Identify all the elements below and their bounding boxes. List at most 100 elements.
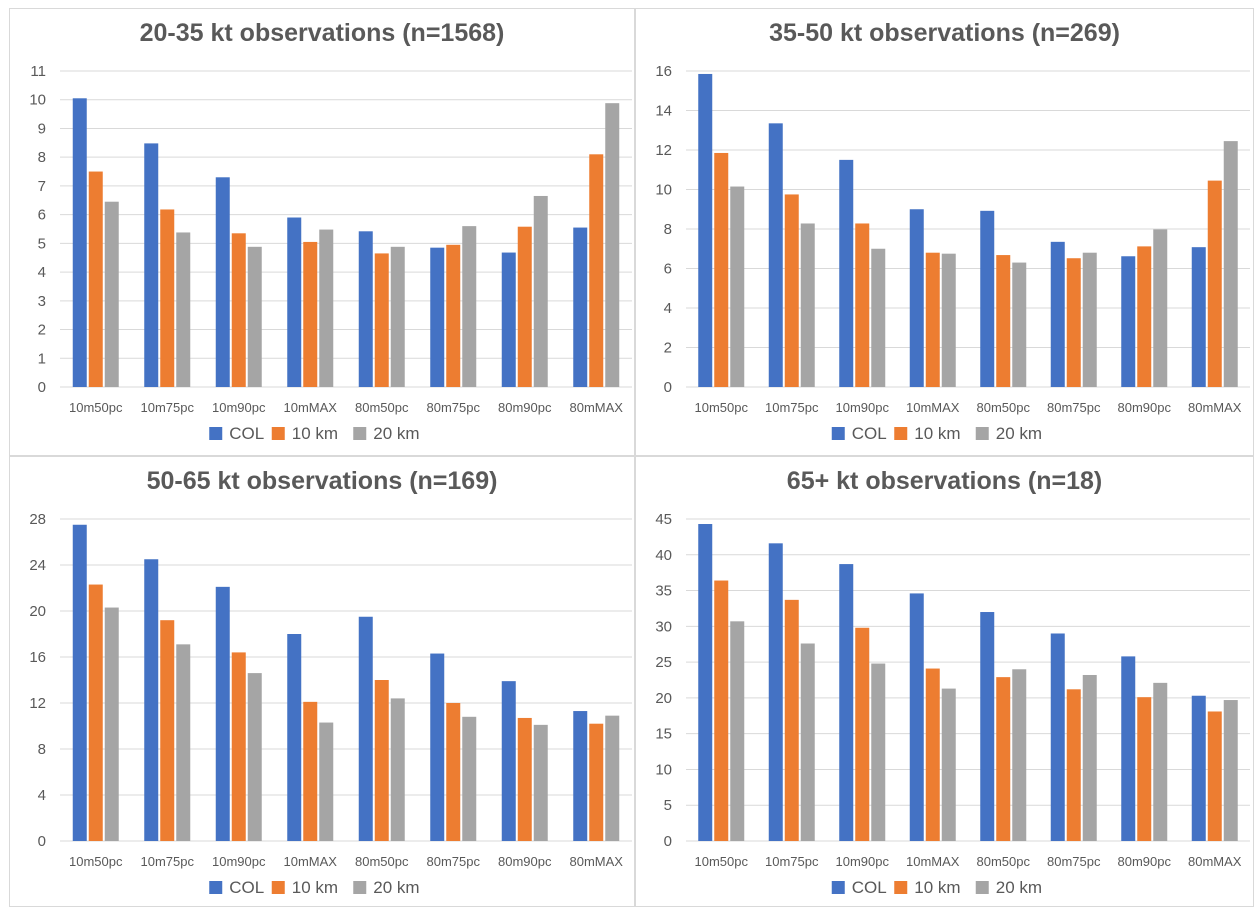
legend-label-10-km: 10 km bbox=[914, 878, 960, 897]
bar-col-80m75pc bbox=[1050, 633, 1065, 841]
bar-20-km-10m75pc bbox=[800, 643, 815, 841]
bar-10-km-10mmax bbox=[303, 701, 318, 841]
bar-10-km-80m90pc bbox=[1137, 246, 1152, 387]
y-tick-label: 5 bbox=[664, 797, 672, 814]
bar-col-80m90pc bbox=[501, 252, 516, 387]
bar-col-10m50pc bbox=[72, 98, 87, 388]
y-tick-label: 0 bbox=[664, 379, 672, 396]
y-tick-label: 45 bbox=[655, 511, 672, 528]
legend-swatch-col bbox=[831, 881, 845, 894]
bar-10-km-10m50pc bbox=[714, 152, 729, 387]
bar-col-80mmax bbox=[1191, 247, 1206, 387]
bar-20-km-10m75pc bbox=[176, 232, 191, 387]
legend-label-20-km: 20 km bbox=[373, 424, 419, 443]
y-tick-label: 16 bbox=[655, 63, 672, 80]
bar-10-km-80m75pc bbox=[1066, 258, 1081, 387]
x-category-label: 10mMAX bbox=[284, 854, 338, 869]
legend-label-10-km: 10 km bbox=[292, 878, 338, 897]
y-tick-label: 10 bbox=[655, 761, 672, 778]
chart-panel-50-65kt: 50-65 kt observations (n=169) 0 4 8 12 16 20 24… bbox=[9, 456, 635, 907]
legend-swatch-10-km bbox=[271, 881, 285, 894]
bar-col-10m90pc bbox=[839, 159, 854, 387]
y-tick-label: 0 bbox=[664, 833, 672, 850]
bar-10-km-10m90pc bbox=[231, 233, 246, 387]
x-category-label: 80m90pc bbox=[1118, 854, 1172, 869]
x-category-label: 80m50pc bbox=[355, 400, 409, 415]
bar-col-10m90pc bbox=[215, 586, 230, 841]
x-category-label: 80m50pc bbox=[355, 854, 409, 869]
y-tick-label: 30 bbox=[655, 618, 672, 635]
x-category-label: 80m90pc bbox=[498, 854, 552, 869]
x-category-label: 80mMAX bbox=[1188, 400, 1242, 415]
bar-10-km-80m90pc bbox=[1137, 697, 1152, 841]
y-tick-label: 4 bbox=[38, 787, 46, 804]
bar-10-km-10mmax bbox=[925, 668, 940, 841]
bar-10-km-80m75pc bbox=[1066, 689, 1081, 841]
chart-svg: 35-50 kt observations (n=269) 0 2 4 6 8 10 12 14… bbox=[655, 19, 1250, 443]
y-tick-label: 11 bbox=[30, 63, 46, 80]
x-category-label: 80m75pc bbox=[1047, 854, 1101, 869]
y-tick-label: 35 bbox=[655, 583, 672, 600]
y-tick-label: 5 bbox=[38, 235, 46, 252]
bar-10-km-10m75pc bbox=[784, 599, 799, 841]
bar-10-km-10m90pc bbox=[855, 223, 870, 387]
bar-col-10m50pc bbox=[698, 524, 713, 841]
y-tick-label: 6 bbox=[38, 207, 46, 224]
bar-10-km-80mmax bbox=[589, 723, 604, 841]
x-category-label: 10m90pc bbox=[212, 400, 266, 415]
x-category-label: 10m75pc bbox=[141, 854, 195, 869]
bar-20-km-80m75pc bbox=[1082, 674, 1097, 841]
bar-10-km-10mmax bbox=[303, 241, 318, 387]
chart-title: 35-50 kt observations (n=269) bbox=[769, 19, 1120, 47]
x-category-label: 10m75pc bbox=[765, 400, 819, 415]
bar-10-km-10m75pc bbox=[160, 209, 175, 387]
bar-20-km-10m90pc bbox=[247, 673, 262, 841]
bar-20-km-10m50pc bbox=[104, 201, 119, 387]
y-tick-label: 9 bbox=[38, 120, 46, 137]
legend-swatch-20-km bbox=[975, 427, 989, 440]
bar-20-km-10m75pc bbox=[176, 644, 191, 841]
bar-10-km-10m50pc bbox=[714, 580, 729, 841]
y-tick-label: 7 bbox=[38, 178, 46, 195]
x-category-label: 80mMAX bbox=[570, 854, 624, 869]
bar-20-km-10mmax bbox=[941, 253, 956, 387]
bar-20-km-10m90pc bbox=[871, 248, 886, 387]
chart-panel-35-50kt: 35-50 kt observations (n=269) 0 2 4 6 8 10 12 14… bbox=[635, 8, 1254, 456]
y-tick-label: 14 bbox=[655, 103, 672, 120]
bar-20-km-10m90pc bbox=[871, 663, 886, 841]
y-tick-label: 1 bbox=[38, 350, 46, 367]
legend-label-20-km: 20 km bbox=[373, 878, 419, 897]
bar-col-10m75pc bbox=[768, 543, 783, 841]
chart-title: 20-35 kt observations (n=1568) bbox=[140, 19, 505, 47]
chart-panel-20-35kt: 20-35 kt observations (n=1568) 0 1 2 3 4 5 6 7 8 9… bbox=[9, 8, 635, 456]
bar-20-km-10m50pc bbox=[730, 621, 745, 841]
bar-20-km-10m90pc bbox=[247, 246, 262, 387]
y-tick-label: 8 bbox=[38, 741, 46, 758]
bar-10-km-80m50pc bbox=[374, 680, 389, 841]
bar-col-80m90pc bbox=[501, 681, 516, 841]
y-tick-label: 0 bbox=[38, 833, 46, 850]
legend-label-20-km: 20 km bbox=[996, 424, 1042, 443]
y-tick-label: 8 bbox=[664, 221, 672, 238]
y-tick-label: 4 bbox=[664, 300, 672, 317]
legend-label-20-km: 20 km bbox=[996, 878, 1042, 897]
bar-20-km-10m50pc bbox=[104, 607, 119, 841]
y-tick-label: 10 bbox=[655, 182, 672, 199]
y-tick-label: 20 bbox=[655, 690, 672, 707]
bar-10-km-10m90pc bbox=[855, 627, 870, 841]
bar-10-km-10m75pc bbox=[160, 620, 175, 841]
bar-col-80mmax bbox=[1191, 695, 1206, 841]
x-category-label: 80m75pc bbox=[427, 854, 481, 869]
bar-10-km-10mmax bbox=[925, 252, 940, 387]
bar-10-km-10m90pc bbox=[231, 652, 246, 841]
legend-label-col: COL bbox=[229, 878, 264, 897]
x-category-label: 10m50pc bbox=[69, 854, 123, 869]
x-category-label: 10m50pc bbox=[695, 854, 749, 869]
y-tick-label: 15 bbox=[655, 726, 672, 743]
bar-col-10m90pc bbox=[215, 177, 230, 387]
chart-svg: 50-65 kt observations (n=169) 0 4 8 12 16 20 24… bbox=[29, 467, 632, 897]
x-category-label: 10m75pc bbox=[141, 400, 195, 415]
bar-col-80m75pc bbox=[430, 247, 445, 387]
chart-panel-65plus-kt: 65+ kt observations (n=18) 0 5 10 15 20 25 30 35… bbox=[635, 456, 1254, 907]
bar-20-km-80m90pc bbox=[533, 195, 548, 387]
